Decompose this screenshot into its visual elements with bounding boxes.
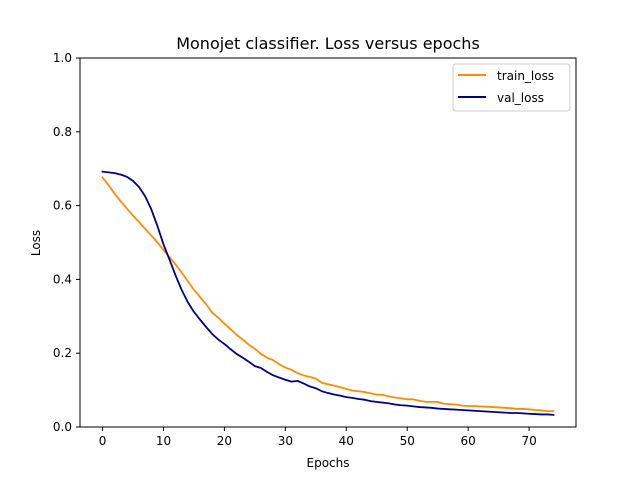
legend-label-val-loss: val_loss xyxy=(497,91,544,105)
x-tick-label: 70 xyxy=(521,434,536,448)
plot-frame xyxy=(79,57,577,428)
x-tick-label: 30 xyxy=(278,434,293,448)
y-axis-label: Loss xyxy=(29,230,43,256)
x-tick-label: 60 xyxy=(461,434,476,448)
legend-label-train-loss: train_loss xyxy=(497,69,554,83)
x-tick-label: 50 xyxy=(400,434,415,448)
x-tick-label: 10 xyxy=(156,434,171,448)
series-line-train-loss xyxy=(101,176,555,413)
legend: train_loss val_loss xyxy=(452,63,571,112)
y-tick-label: 1.0 xyxy=(53,51,72,65)
y-tick-label: 0.4 xyxy=(53,272,72,286)
y-tick-label: 0.6 xyxy=(53,199,72,213)
x-tick-label: 20 xyxy=(217,434,232,448)
x-axis: 0 10 20 30 40 50 60 70 xyxy=(99,427,537,448)
chart-title: Monojet classifier. Loss versus epochs xyxy=(176,34,480,53)
series-layer xyxy=(101,170,555,416)
x-axis-label: Epochs xyxy=(307,456,350,470)
x-tick-label: 40 xyxy=(339,434,354,448)
x-tick-label: 0 xyxy=(99,434,107,448)
series-line-val-loss xyxy=(101,170,555,416)
y-tick-label: 0.0 xyxy=(53,420,72,434)
y-axis: 0.0 0.2 0.4 0.6 0.8 1.0 xyxy=(53,51,80,434)
y-tick-label: 0.2 xyxy=(53,346,72,360)
y-tick-label: 0.8 xyxy=(53,125,72,139)
